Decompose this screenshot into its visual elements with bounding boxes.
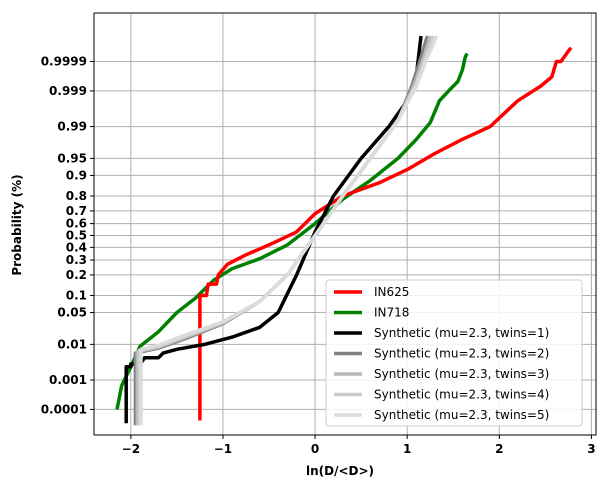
series-line-2	[115, 52, 469, 410]
y-tick-label: 0.9999	[41, 55, 87, 69]
series-layer	[115, 35, 573, 426]
legend-box	[325, 279, 583, 427]
x-tick-label: 1	[403, 442, 411, 456]
legend: IN625 IN718 Synthetic (mu=2.3, twins=1) Syn…	[325, 279, 583, 427]
y-tick-label: 0.6	[66, 217, 87, 231]
legend-label: Synthetic (mu=2.3, twins=1)	[374, 326, 549, 340]
y-tick-label: 0.05	[57, 306, 87, 320]
y-tick-label: 0.99	[57, 120, 87, 134]
y-tick-label: 0.4	[66, 240, 87, 254]
y-tick-label: 0.3	[66, 253, 87, 267]
y-tick-label: 0.2	[66, 268, 87, 282]
x-tick-label: 3	[587, 442, 595, 456]
x-tick-label: 0	[311, 442, 319, 456]
y-axis-title: Probability (%)	[10, 174, 24, 275]
series-line-7	[139, 35, 439, 426]
y-tick-label: 0.1	[66, 289, 87, 303]
y-tick-label: 0.8	[66, 189, 87, 203]
legend-label: IN625	[374, 285, 409, 299]
y-tick-label: 0.5	[66, 228, 87, 242]
legend-label: IN718	[374, 306, 409, 320]
y-tick-label: 0.0001	[41, 402, 87, 416]
legend-label: Synthetic (mu=2.3, twins=5)	[374, 408, 549, 422]
y-tick-label: 0.999	[49, 84, 87, 98]
x-tick-label: −2	[122, 442, 140, 456]
x-tick-label: −1	[214, 442, 232, 456]
y-tick-label: 0.7	[66, 204, 87, 218]
y-tick-label: 0.01	[57, 337, 87, 351]
y-tick-label: 0.9	[66, 168, 87, 182]
tick-layer: −2 −1 0 1 2 30.00010.0010.010.050.10.20.30.40…	[41, 55, 596, 456]
legend-label: Synthetic (mu=2.3, twins=2)	[374, 347, 549, 361]
x-tick-label: 2	[495, 442, 503, 456]
legend-label: Synthetic (mu=2.3, twins=3)	[374, 367, 549, 381]
legend-label: Synthetic (mu=2.3, twins=4)	[374, 388, 549, 402]
x-axis-title: ln(D/<D>)	[306, 464, 374, 478]
y-tick-label: 0.95	[57, 151, 87, 165]
y-tick-label: 0.001	[49, 373, 87, 387]
